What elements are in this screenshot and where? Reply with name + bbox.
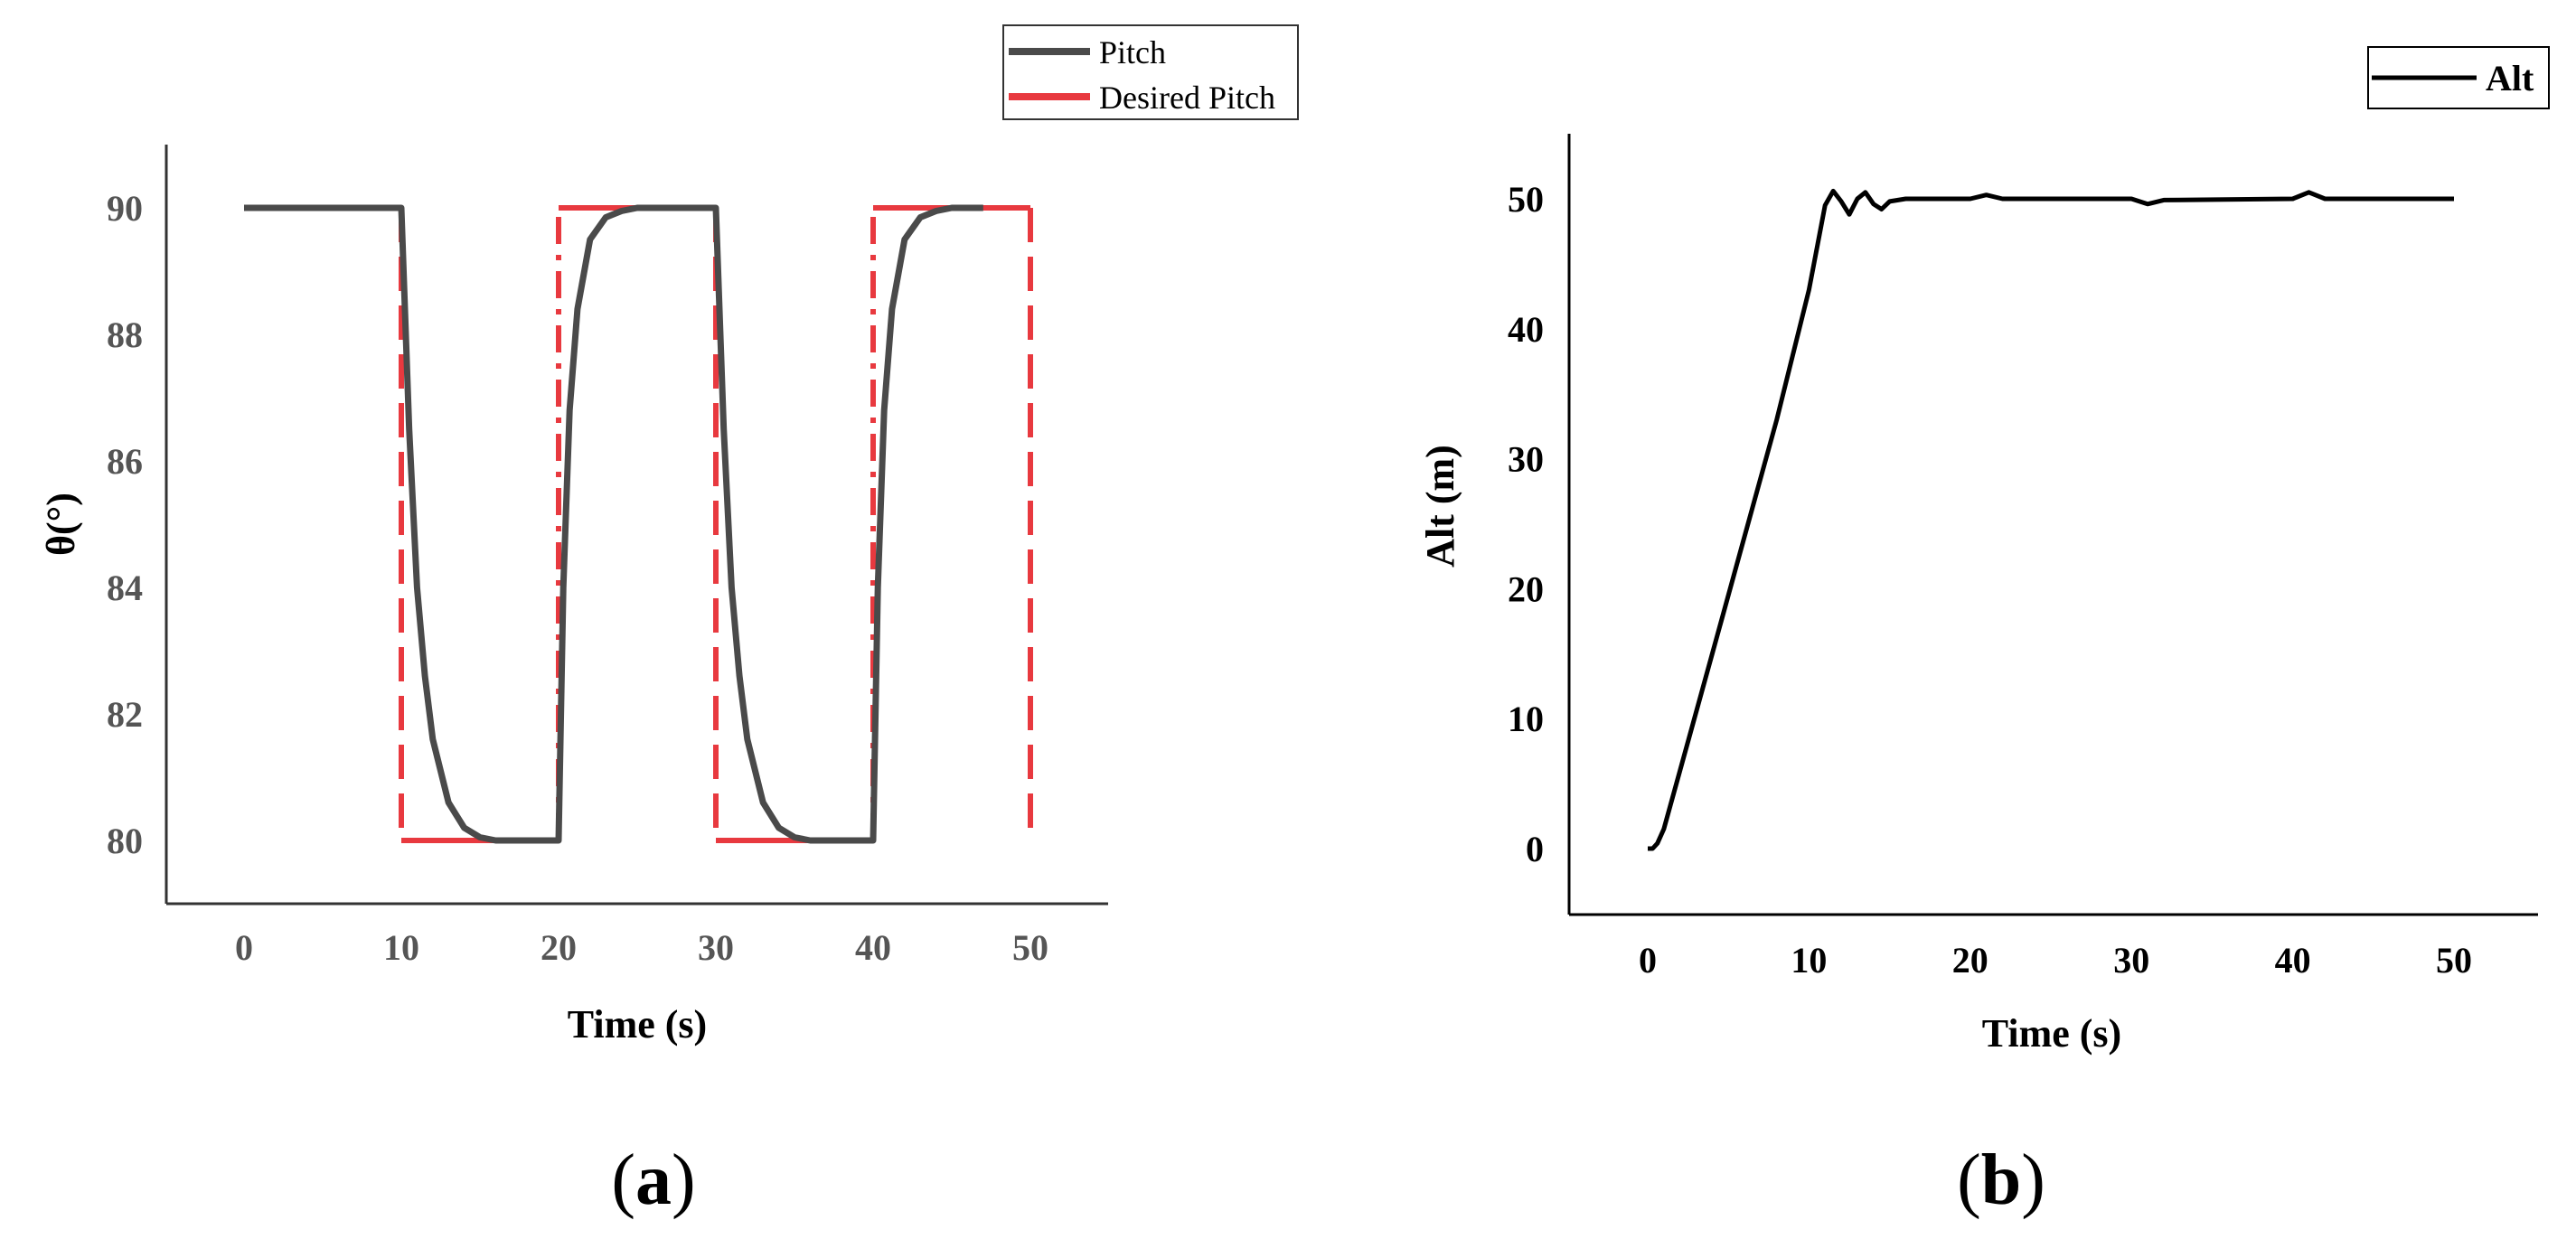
panel-a-y-axis-label: θ(°) [39, 493, 83, 556]
panel-a-y-tick-84: 84 [107, 568, 143, 608]
panel-b-x-tick-40: 40 [2275, 940, 2311, 981]
panel-b-y-tick-30: 30 [1508, 439, 1544, 480]
panel-b-y-tick-50: 50 [1508, 179, 1544, 220]
panel-a-x-tick-10: 10 [383, 927, 419, 968]
pitch-line [244, 204, 983, 844]
panel-a-x-tick-0: 0 [235, 927, 253, 968]
legend-alt-label: Alt [2486, 58, 2534, 99]
panel-a-x-tick-20: 20 [541, 927, 577, 968]
panel-b-label: (b) [1957, 1140, 2045, 1220]
panel-a-label: (a) [611, 1140, 695, 1220]
panel-a-x-tick-40: 40 [855, 927, 891, 968]
panel-b-x-axis-label: Time (s) [1982, 1011, 2121, 1056]
panel-b-x-tick-10: 10 [1791, 940, 1827, 981]
panel-a-legend: Pitch Desired Pitch [1002, 24, 1299, 120]
panel-b-x-tick-20: 20 [1952, 940, 1988, 981]
panel-b-y-tick-0: 0 [1526, 829, 1544, 869]
panel-b-x-tick-0: 0 [1639, 940, 1657, 981]
panel-a-x-axis-label: Time (s) [568, 1002, 707, 1047]
panel-a-y-tick-86: 86 [107, 441, 143, 482]
panel-b-y-axis-label: Alt (m) [1418, 445, 1462, 568]
panel-a-x-tick-30: 30 [698, 927, 734, 968]
panel-b-y-tick-40: 40 [1508, 309, 1544, 350]
legend-desired-pitch-label: Desired Pitch [1099, 80, 1275, 116]
panel-a-y-tick-88: 88 [107, 314, 143, 355]
panel-a-x-tick-50: 50 [1012, 927, 1048, 968]
panel-a-legend-box [1002, 24, 1299, 120]
panel-b-x-tick-30: 30 [2113, 940, 2149, 981]
panel-b-y-tick-20: 20 [1508, 568, 1544, 609]
panel-b-x-tick-50: 50 [2436, 940, 2472, 981]
panel-b-legend: Alt [2367, 46, 2550, 109]
chart-panel-a: 0 10 20 30 40 50 80 82 84 86 88 90 Time (s) θ(°) Pi… [39, 24, 1299, 1220]
legend-pitch-label: Pitch [1099, 34, 1166, 70]
panel-a-y-tick-82: 82 [107, 694, 143, 735]
panel-b-y-tick-10: 10 [1508, 699, 1544, 739]
panel-a-y-tick-80: 80 [107, 821, 143, 861]
alt-line [1648, 188, 2454, 851]
panel-a-y-tick-90: 90 [107, 188, 143, 229]
